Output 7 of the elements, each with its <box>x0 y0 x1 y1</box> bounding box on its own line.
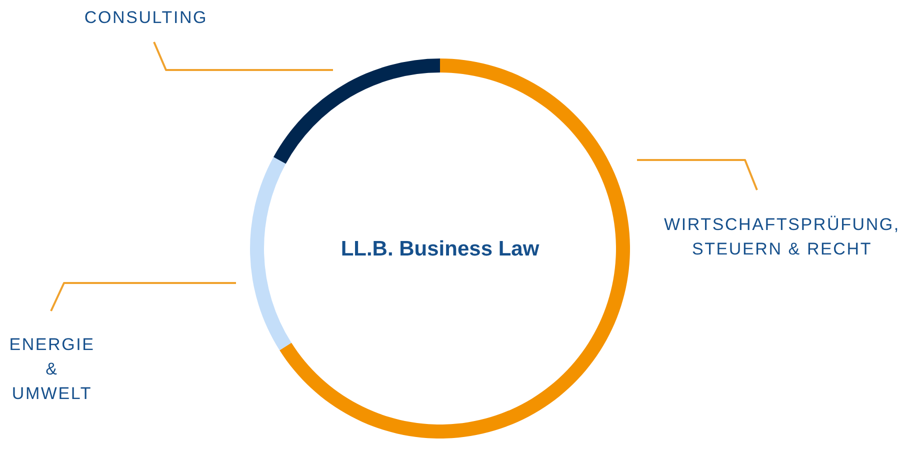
text: LL.B. Business Law <box>340 238 540 260</box>
slice-label: ENERGIE & UMWELT <box>9 335 95 403</box>
donut-slice <box>274 58 440 164</box>
slice-label: WIRTSCHAFTSPRÜFUNG, STEUERN & RECHT <box>664 215 900 258</box>
slice-label: CONSULTING <box>84 8 208 27</box>
donut-slice <box>280 58 630 438</box>
donut-slice <box>250 156 292 350</box>
